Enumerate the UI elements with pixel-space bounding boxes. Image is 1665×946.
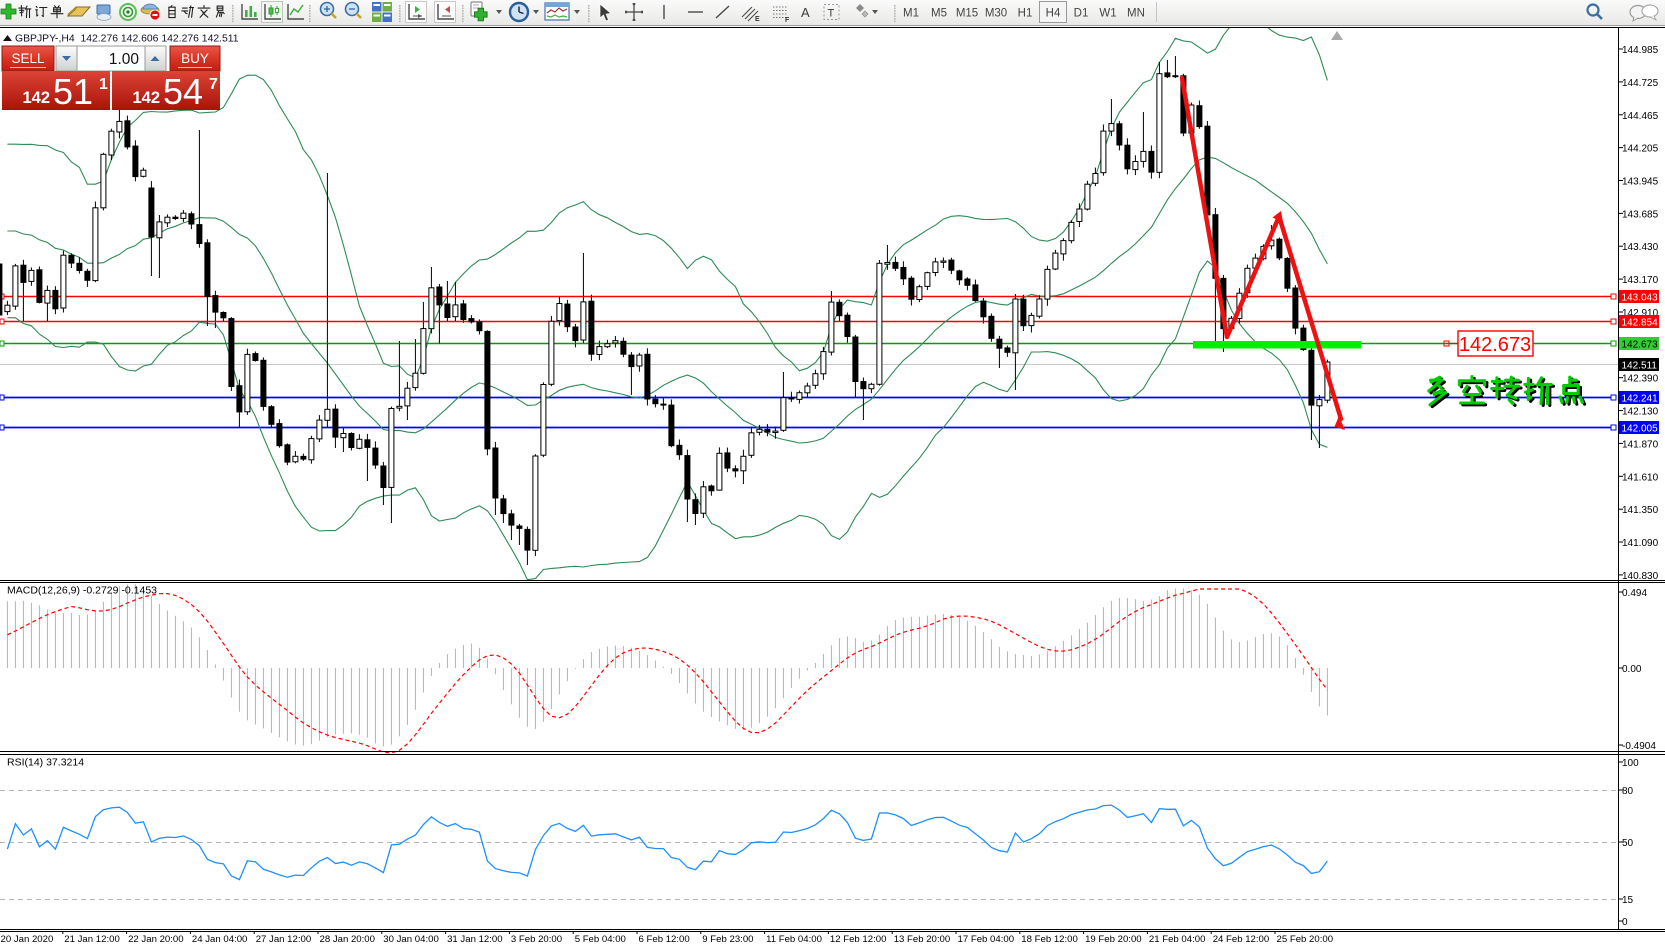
svg-text:144.205: 144.205 [1622,144,1659,155]
svg-text:142: 142 [132,89,160,107]
svg-text:22 Jan 20:00: 22 Jan 20:00 [128,934,183,945]
svg-text:M15: M15 [956,8,978,20]
svg-text:13 Feb 20:00: 13 Feb 20:00 [894,934,951,945]
svg-text:GBPJPY-,H4 142.276 142.606 14: GBPJPY-,H4 142.276 142.606 142.276 142.5… [15,34,239,45]
svg-text:27 Jan 12:00: 27 Jan 12:00 [256,934,311,945]
svg-text:143.043: 143.043 [1622,292,1659,303]
svg-text:144.465: 144.465 [1622,111,1659,122]
svg-text:5 Feb 04:00: 5 Feb 04:00 [575,934,626,945]
svg-text:F: F [785,17,790,24]
svg-text:80: 80 [1622,786,1634,797]
svg-text:17 Feb 04:00: 17 Feb 04:00 [958,934,1015,945]
svg-text:143.430: 143.430 [1622,242,1659,253]
svg-text:0: 0 [1622,917,1628,928]
svg-text:0.494: 0.494 [1622,588,1647,599]
svg-text:142.390: 142.390 [1622,374,1659,385]
svg-text:141.870: 141.870 [1622,439,1659,450]
svg-text:6 Feb 12:00: 6 Feb 12:00 [639,934,690,945]
svg-text:3 Feb 20:00: 3 Feb 20:00 [511,934,562,945]
svg-text:30 Jan 04:00: 30 Jan 04:00 [383,934,438,945]
svg-text:142.673: 142.673 [1622,339,1659,350]
svg-text:A: A [801,5,810,20]
svg-text:15: 15 [1622,895,1634,906]
svg-text:142.005: 142.005 [1622,423,1659,434]
svg-text:28 Jan 20:00: 28 Jan 20:00 [320,934,375,945]
svg-text:143.945: 143.945 [1622,177,1659,188]
svg-text:SELL: SELL [11,51,45,66]
svg-text:M30: M30 [985,8,1007,20]
svg-text:1: 1 [99,76,108,93]
svg-text:141.090: 141.090 [1622,538,1659,549]
svg-text:100: 100 [1622,758,1639,769]
svg-text:21 Feb 04:00: 21 Feb 04:00 [1149,934,1206,945]
svg-text:0.00: 0.00 [1622,664,1642,675]
svg-text:20 Jan 2020: 20 Jan 2020 [1,934,54,945]
svg-text:142: 142 [22,89,50,107]
svg-text:141.350: 141.350 [1622,505,1659,516]
svg-text:1.00: 1.00 [109,51,140,68]
svg-text:RSI(14) 37.3214: RSI(14) 37.3214 [7,757,84,769]
svg-text:31 Jan 12:00: 31 Jan 12:00 [447,934,502,945]
svg-text:D1: D1 [1074,8,1089,20]
svg-text:144.985: 144.985 [1622,45,1659,56]
svg-text:H4: H4 [1046,8,1061,20]
svg-text:9 Feb 23:00: 9 Feb 23:00 [702,934,753,945]
svg-text:M1: M1 [903,8,919,20]
svg-text:142.241: 142.241 [1622,393,1659,404]
svg-text:54: 54 [163,71,203,112]
svg-text:24 Feb 12:00: 24 Feb 12:00 [1213,934,1270,945]
svg-text:142.130: 142.130 [1622,407,1659,418]
svg-text:142.910: 142.910 [1622,308,1659,319]
svg-text:25 Feb 20:00: 25 Feb 20:00 [1277,934,1334,945]
svg-text:W1: W1 [1099,8,1116,20]
svg-text:11 Feb 04:00: 11 Feb 04:00 [766,934,822,945]
svg-text:24 Jan 04:00: 24 Jan 04:00 [192,934,247,945]
svg-text:H1: H1 [1018,8,1033,20]
svg-text:51: 51 [53,71,93,112]
svg-text:50: 50 [1622,838,1634,849]
svg-text:21 Jan 12:00: 21 Jan 12:00 [64,934,119,945]
svg-text:7: 7 [209,76,218,93]
svg-text:18 Feb 12:00: 18 Feb 12:00 [1021,934,1078,945]
svg-text:142.511: 142.511 [1622,360,1658,371]
svg-text:141.610: 141.610 [1622,472,1659,483]
svg-text:-0.4904: -0.4904 [1622,741,1656,752]
svg-text:E: E [755,16,760,23]
svg-text:M5: M5 [931,8,947,20]
svg-text:T: T [828,8,835,20]
svg-text:19 Feb 20:00: 19 Feb 20:00 [1085,934,1142,945]
svg-text:143.685: 143.685 [1622,209,1659,220]
svg-text:142.673: 142.673 [1459,334,1531,356]
svg-text:MN: MN [1127,8,1145,20]
svg-text:142.854: 142.854 [1622,317,1659,328]
svg-text:140.830: 140.830 [1622,571,1659,582]
svg-text:12 Feb 12:00: 12 Feb 12:00 [830,934,887,945]
svg-text:144.725: 144.725 [1622,78,1659,89]
svg-text:BUY: BUY [181,51,209,66]
svg-text:143.170: 143.170 [1622,275,1659,286]
svg-text:MACD(12,26,9) -0.2729 -0.1453: MACD(12,26,9) -0.2729 -0.1453 [7,585,157,597]
